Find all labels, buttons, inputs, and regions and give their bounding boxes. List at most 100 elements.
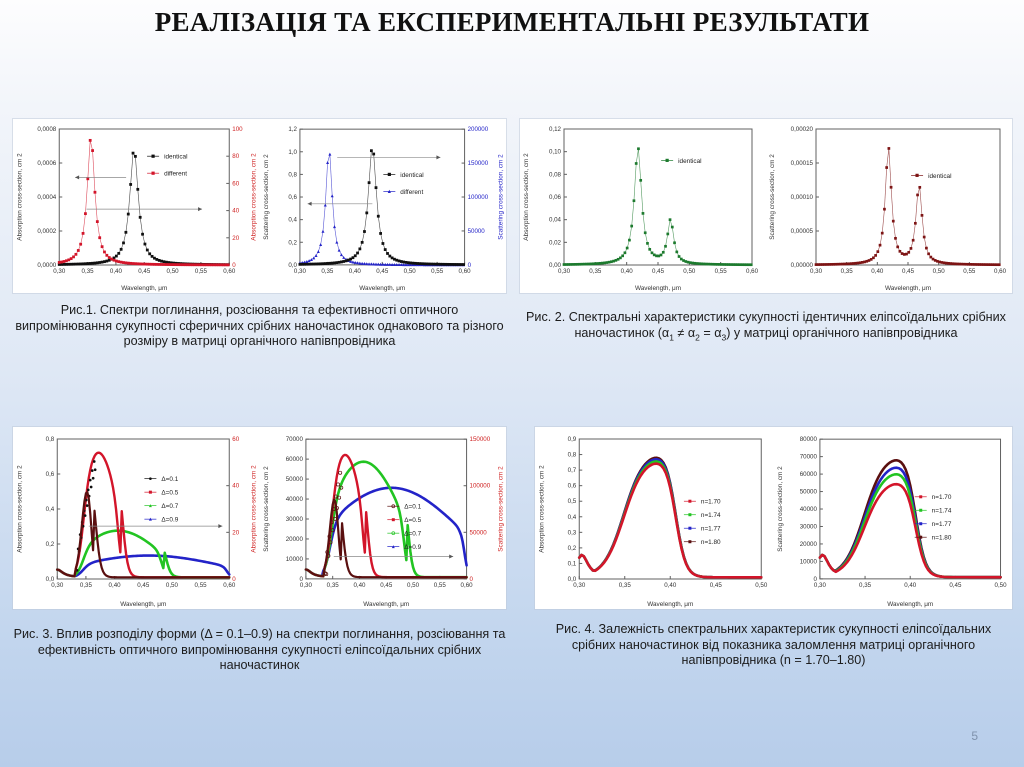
svg-text:Scattering cross-section, cm 2: Scattering cross-section, cm 2: [497, 154, 504, 240]
svg-text:0: 0: [467, 262, 471, 269]
svg-text:0,9: 0,9: [568, 436, 577, 443]
svg-text:0,0: 0,0: [568, 576, 577, 583]
svg-text:Δ=0.9: Δ=0.9: [161, 517, 178, 524]
svg-text:0,30: 0,30: [558, 268, 571, 275]
svg-text:0,60: 0,60: [460, 582, 473, 589]
svg-text:0,60: 0,60: [994, 268, 1007, 275]
svg-text:20000: 20000: [799, 541, 817, 548]
svg-text:0,35: 0,35: [321, 268, 334, 275]
svg-text:1,0: 1,0: [288, 149, 297, 156]
svg-text:Δ=0.7: Δ=0.7: [404, 531, 421, 538]
svg-text:10000: 10000: [285, 556, 303, 563]
svg-text:Absorption cross-section, cm 2: Absorption cross-section, cm 2: [523, 153, 530, 241]
figure-4-card: 0,30 0,35 0,40 0,45 0,50 0,0 0,1 0,2 0,3 0,4 0,5 0,…: [535, 427, 1012, 609]
svg-text:0,00020: 0,00020: [791, 126, 814, 133]
svg-text:n=1.80: n=1.80: [701, 539, 721, 546]
svg-text:Δ=0.5: Δ=0.5: [161, 490, 178, 497]
svg-text:0,45: 0,45: [376, 268, 389, 275]
svg-text:50000: 50000: [467, 228, 485, 235]
svg-text:Wavelength, μm: Wavelength, μm: [885, 285, 931, 292]
svg-text:0,0: 0,0: [46, 576, 55, 583]
svg-text:0,45: 0,45: [949, 582, 962, 589]
svg-text:0,40: 0,40: [353, 582, 366, 589]
figure-4-caption: Рис. 4. Залежність спектральних характер…: [555, 622, 992, 668]
svg-text:0,45: 0,45: [652, 268, 665, 275]
svg-text:0,55: 0,55: [433, 582, 446, 589]
svg-text:0,00005: 0,00005: [791, 228, 814, 235]
page-title: РЕАЛІЗАЦІЯ ТА ЕКСПЕРИМЕНТАЛЬНІ РЕЗУЛЬТАТ…: [154, 7, 870, 37]
svg-text:0,45: 0,45: [138, 268, 151, 275]
svg-text:0,0006: 0,0006: [37, 160, 56, 167]
svg-text:0,40: 0,40: [904, 582, 917, 589]
svg-text:Wavelength, μm: Wavelength, μm: [635, 285, 681, 292]
figure-block-3: 0,30 0,35 0,40 0,45 0,50 0,55 0,60 0,0 0,2 0,4 0,6…: [13, 427, 506, 674]
svg-text:100000: 100000: [469, 483, 490, 490]
svg-text:0,5: 0,5: [568, 498, 577, 505]
svg-text:0,7: 0,7: [568, 467, 577, 474]
svg-text:Scattering cross-section, cm 2: Scattering cross-section, cm 2: [262, 466, 269, 552]
svg-text:Wavelength, μm: Wavelength, μm: [887, 601, 933, 608]
svg-text:Absorption cross-section, cm 2: Absorption cross-section, cm 2: [16, 465, 23, 553]
svg-text:0,55: 0,55: [195, 268, 208, 275]
svg-text:Scattering cross-section, cm 2: Scattering cross-section, cm 2: [769, 154, 776, 240]
svg-text:0,45: 0,45: [710, 582, 723, 589]
svg-text:0,60: 0,60: [458, 268, 471, 275]
svg-text:n=1.74: n=1.74: [931, 508, 951, 515]
svg-text:n=1.70: n=1.70: [701, 499, 721, 506]
svg-text:0,0: 0,0: [288, 262, 297, 269]
svg-text:40: 40: [232, 208, 239, 215]
svg-text:0,50: 0,50: [167, 268, 180, 275]
svg-text:40000: 40000: [285, 496, 303, 503]
chart-fig3b: 0,30 0,35 0,40 0,45 0,50 0,55 0,60 0 10000 20000 3…: [260, 427, 507, 609]
svg-text:0,55: 0,55: [195, 582, 208, 589]
svg-text:n=1.70: n=1.70: [931, 494, 951, 501]
svg-text:20000: 20000: [285, 536, 303, 543]
svg-text:0,40: 0,40: [621, 268, 634, 275]
svg-text:50000: 50000: [799, 489, 817, 496]
figure-block-4: 0,30 0,35 0,40 0,45 0,50 0,0 0,1 0,2 0,3 0,4 0,5 0,…: [535, 427, 1012, 669]
svg-text:30000: 30000: [799, 523, 817, 530]
svg-text:100000: 100000: [467, 194, 488, 201]
svg-text:0,6: 0,6: [568, 483, 577, 490]
chart-fig2b: 0,30 0,35 0,40 0,45 0,50 0,55 0,60 0,00000 0,000…: [766, 119, 1012, 293]
svg-text:0,50: 0,50: [403, 268, 416, 275]
svg-text:80000: 80000: [799, 436, 817, 443]
svg-text:0,35: 0,35: [589, 268, 602, 275]
svg-text:0,50: 0,50: [683, 268, 696, 275]
svg-text:Absorption cross-section, cm 2: Absorption cross-section, cm 2: [538, 465, 545, 553]
chart-fig3a: 0,30 0,35 0,40 0,45 0,50 0,55 0,60 0,0 0,2 0,4 0,6…: [13, 427, 260, 609]
svg-text:Scattering cross-section, cm 2: Scattering cross-section, cm 2: [262, 154, 269, 240]
svg-text:40000: 40000: [799, 506, 817, 513]
svg-text:Δ=0.5: Δ=0.5: [404, 517, 421, 524]
svg-text:0,10: 0,10: [549, 149, 562, 156]
figure-2-caption-text: Рис. 2. Спектральні характеристики сукуп…: [526, 310, 1006, 343]
svg-text:0: 0: [299, 576, 303, 583]
svg-text:0,50: 0,50: [166, 582, 179, 589]
svg-text:0,30: 0,30: [813, 582, 826, 589]
svg-text:0,40: 0,40: [348, 268, 361, 275]
figure-block-1: 0,30 0,35 0,40 0,45 0,50 0,55 0,60 0,0000 0,0002…: [13, 119, 506, 350]
svg-text:Absorption cross-section, cm 2: Absorption cross-section, cm 2: [250, 465, 257, 553]
svg-text:40: 40: [232, 483, 239, 490]
svg-text:0,00015: 0,00015: [791, 160, 814, 167]
svg-text:n=1.74: n=1.74: [701, 512, 721, 519]
svg-text:identical: identical: [164, 154, 187, 161]
svg-text:Wavelength, μm: Wavelength, μm: [363, 601, 409, 608]
svg-text:different: different: [400, 189, 423, 196]
svg-text:0,35: 0,35: [326, 582, 339, 589]
svg-text:0,04: 0,04: [549, 217, 562, 224]
svg-text:0,4: 0,4: [568, 514, 577, 521]
svg-text:identical: identical: [928, 173, 951, 180]
figure-1-caption: Рис.1. Спектри поглинання, розсіювання т…: [15, 303, 504, 349]
svg-text:Δ=0.1: Δ=0.1: [161, 476, 178, 483]
svg-text:0: 0: [469, 576, 473, 583]
svg-text:Absorption cross-section, cm 2: Absorption cross-section, cm 2: [250, 153, 257, 241]
svg-text:0,40: 0,40: [109, 582, 122, 589]
svg-text:Wavelength, μm: Wavelength, μm: [647, 601, 693, 608]
svg-text:60000: 60000: [799, 471, 817, 478]
svg-text:Absorption cross-section, cm 2: Absorption cross-section, cm 2: [16, 153, 23, 241]
chart-fig4b: 0,30 0,35 0,40 0,45 0,50 0 10000 20000 30000 4000…: [774, 427, 1013, 609]
svg-text:0,2: 0,2: [568, 545, 577, 552]
svg-text:0,55: 0,55: [715, 268, 728, 275]
svg-text:0,45: 0,45: [137, 582, 150, 589]
